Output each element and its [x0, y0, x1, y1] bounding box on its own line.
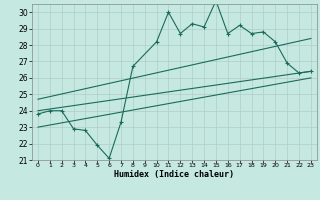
X-axis label: Humidex (Indice chaleur): Humidex (Indice chaleur) — [115, 170, 234, 179]
